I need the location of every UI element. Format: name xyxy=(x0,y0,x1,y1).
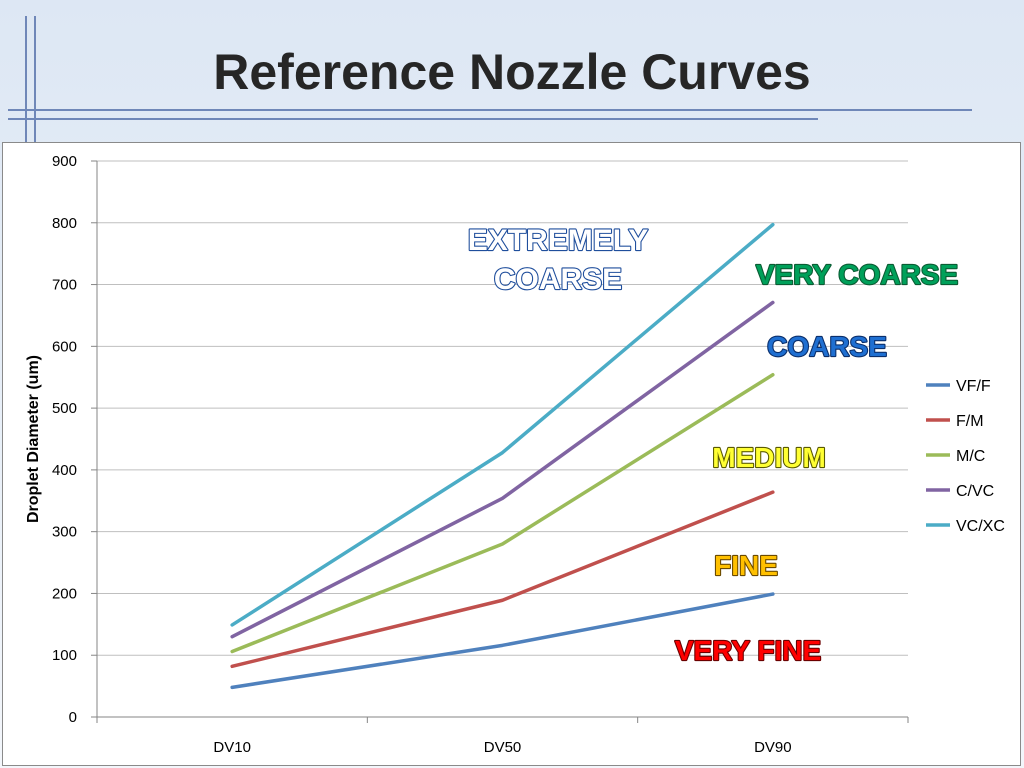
x-tick-label: DV50 xyxy=(484,739,522,756)
series-line-c-vc xyxy=(230,300,775,639)
legend-label: VF/F xyxy=(956,378,991,395)
y-tick-label: 0 xyxy=(69,709,77,726)
y-tick-label: 100 xyxy=(52,647,77,664)
y-tick-label: 600 xyxy=(52,338,77,355)
category-annotation: VERY FINE xyxy=(675,635,821,666)
y-tick-label: 400 xyxy=(52,462,77,479)
decorative-horizontal-line-1 xyxy=(8,109,972,111)
category-annotation: MEDIUM xyxy=(712,442,826,473)
category-annotation: VERY COARSE xyxy=(756,259,958,290)
category-annotation: COARSE xyxy=(494,263,622,296)
y-tick-label: 700 xyxy=(52,277,77,294)
y-tick-label: 800 xyxy=(52,215,77,232)
series-line-vf-f xyxy=(230,592,775,690)
legend-label: VC/XC xyxy=(956,518,1005,535)
x-tick-label: DV90 xyxy=(754,739,792,756)
decorative-horizontal-line-2 xyxy=(8,118,818,120)
legend-label: F/M xyxy=(956,413,984,430)
decorative-vertical-line-1 xyxy=(25,16,27,142)
y-tick-label: 500 xyxy=(52,400,77,417)
x-tick-label: DV10 xyxy=(213,739,251,756)
y-axis-label: Droplet Diameter (um) xyxy=(25,355,42,523)
decorative-vertical-line-2 xyxy=(34,16,36,142)
series-line-f-m xyxy=(230,490,775,669)
chart-frame xyxy=(2,142,1021,766)
slide-title: Reference Nozzle Curves xyxy=(213,44,811,100)
category-annotation: FINE xyxy=(714,550,778,581)
legend-label: M/C xyxy=(956,448,985,465)
y-tick-label: 300 xyxy=(52,524,77,541)
series-line-m-c xyxy=(230,373,775,654)
category-annotation: COARSE xyxy=(767,331,887,362)
legend-label: C/VC xyxy=(956,483,994,500)
series-line-vc-xc xyxy=(230,222,775,627)
y-tick-label: 900 xyxy=(52,153,77,170)
category-annotation: EXTREMELY xyxy=(468,224,649,257)
y-tick-label: 200 xyxy=(52,585,77,602)
